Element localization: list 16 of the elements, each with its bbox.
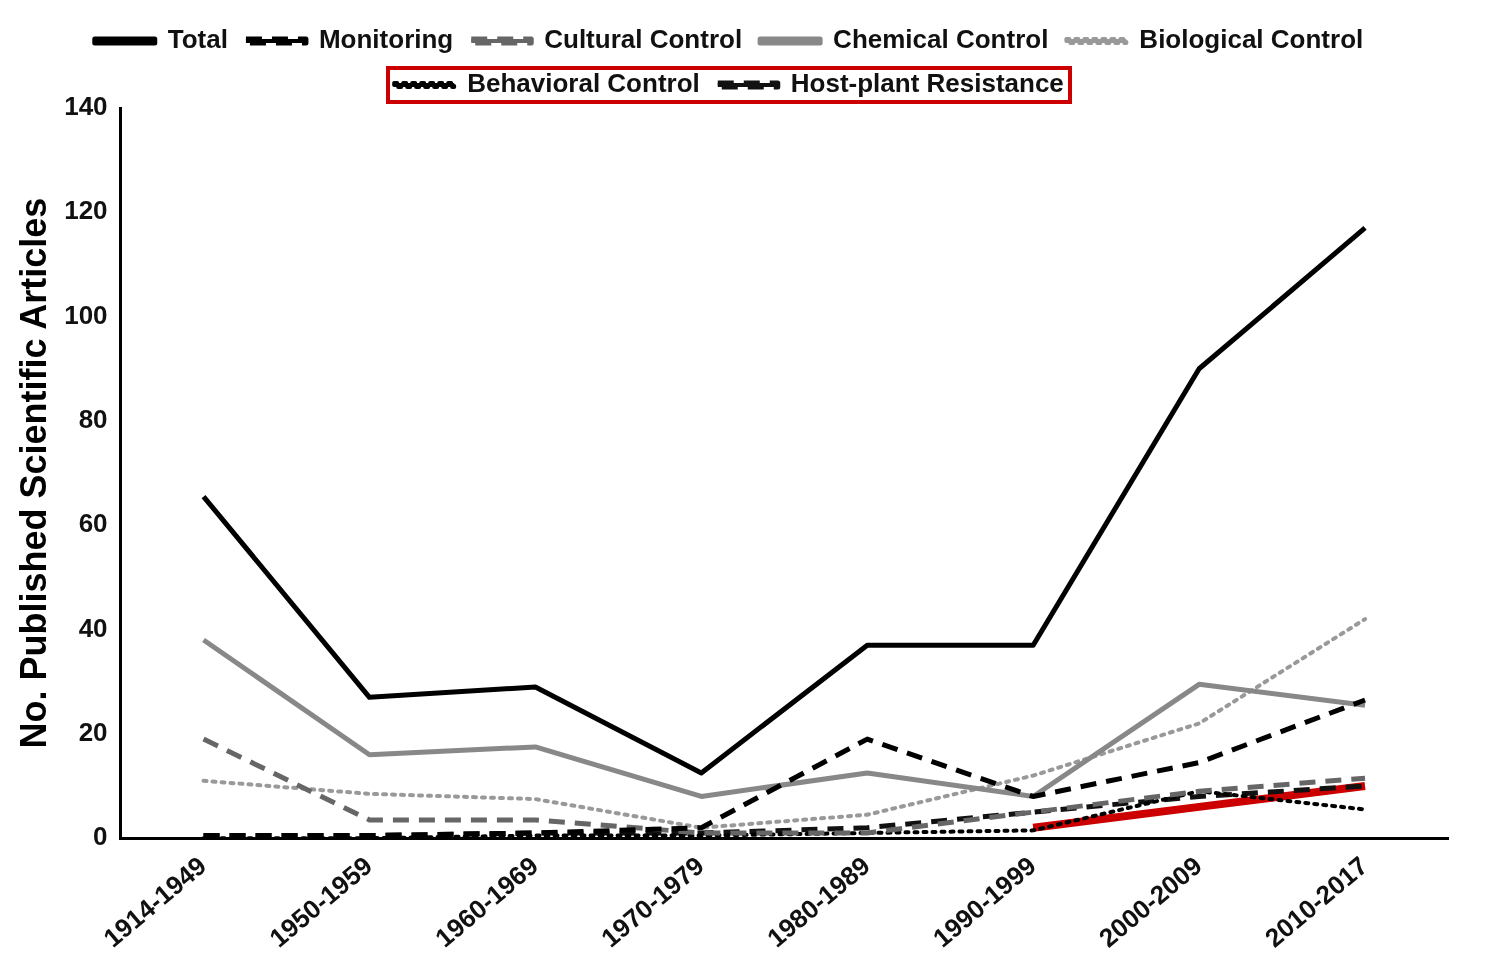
y-tick-label: 60 bbox=[78, 508, 108, 539]
y-tick-label: 20 bbox=[78, 717, 108, 748]
legend-label: Monitoring bbox=[318, 24, 454, 55]
legend-label: Total bbox=[167, 24, 228, 55]
y-tick-label: 140 bbox=[64, 91, 108, 122]
legend-label: Host-plant Resistance bbox=[790, 68, 1064, 99]
y-axis-title: No. Published Scientific Articles bbox=[12, 197, 54, 749]
y-tick-label: 120 bbox=[64, 195, 108, 226]
y-tick-label: 80 bbox=[78, 404, 108, 435]
y-tick-label: 0 bbox=[93, 821, 108, 852]
y-tick-label: 100 bbox=[64, 299, 108, 330]
legend-label: Chemical Control bbox=[833, 24, 1049, 55]
legend-label: Cultural Control bbox=[544, 24, 743, 55]
legend-label: Behavioral Control bbox=[467, 68, 700, 99]
legend-label: Biological Control bbox=[1139, 24, 1364, 55]
y-tick-label: 40 bbox=[78, 612, 108, 643]
